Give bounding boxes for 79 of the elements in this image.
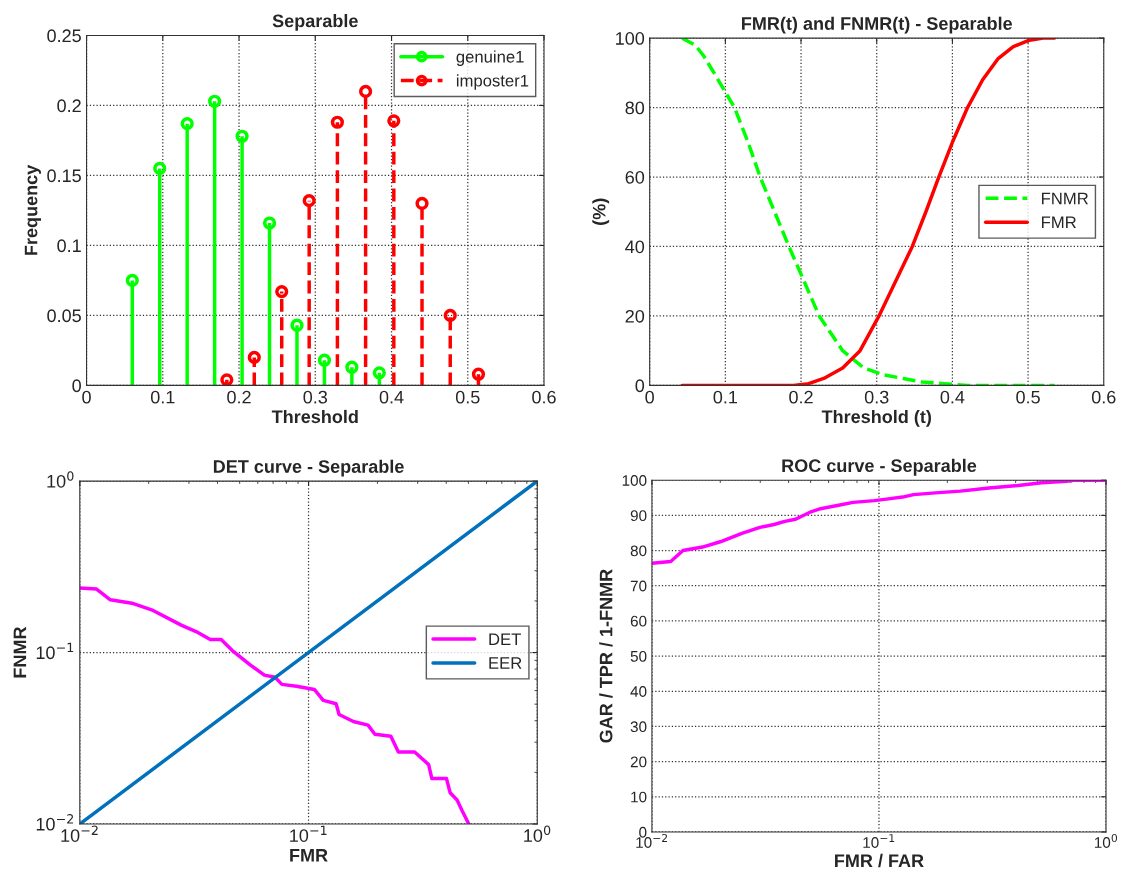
- y-tick-label: 60: [630, 615, 647, 627]
- y-tick-label: 0: [72, 379, 81, 393]
- chart-title: FMR(t) and FNMR(t) - Separable: [742, 16, 1013, 34]
- point: [302, 194, 316, 208]
- point: [471, 367, 486, 381]
- x-tick-label: 0.6: [1091, 390, 1116, 404]
- y-tick-label: 0: [635, 379, 645, 393]
- y-tick-label: 20: [630, 756, 647, 768]
- y-tick-label: 0.2: [57, 99, 81, 113]
- legend-label: FMR: [1042, 216, 1076, 228]
- point: [443, 308, 457, 323]
- y-tick-label: 80: [630, 545, 647, 557]
- y-tick-label: 50: [630, 650, 647, 662]
- point: [275, 285, 289, 299]
- y-tick-label: 10$^{−1}$: [36, 642, 74, 660]
- y-axis-title: FNMR: [13, 626, 27, 678]
- x-tick-label: 0: [82, 390, 91, 404]
- y-tick-label: 40: [625, 240, 645, 254]
- x-tick-label: 10$^{−1}$: [290, 825, 327, 842]
- x-tick-label: 0.4: [379, 390, 404, 404]
- y-tick-label: 100: [616, 32, 645, 45]
- chart-title: DET curve - Separable: [213, 459, 404, 477]
- y-tick-label: 10: [631, 791, 647, 803]
- y-tick-label: 30: [630, 721, 647, 733]
- y-tick-label: 0.15: [47, 169, 81, 183]
- point: [345, 360, 359, 374]
- y-tick-label: 80: [625, 101, 645, 115]
- y-tick-label: 40: [630, 686, 647, 697]
- x-tick-label: 0.3: [864, 390, 889, 404]
- point: [180, 117, 194, 131]
- chart-title: Separable: [272, 14, 358, 31]
- point: [330, 115, 344, 129]
- x-axis-title: FMR: [290, 849, 328, 862]
- y-tick-label: 10$^{0}$: [47, 471, 74, 488]
- x-axis-title: Threshold: [271, 409, 358, 424]
- y-axis-title: GAR / TPR / 1-FNMR: [599, 569, 613, 743]
- y-tick-label: 0.05: [47, 309, 81, 323]
- point: [125, 273, 139, 288]
- point: [387, 114, 401, 128]
- x-tick-label: 10$^{0}$: [524, 825, 551, 842]
- point: [317, 353, 332, 367]
- point: [220, 373, 234, 386]
- x-tick-label: 0.6: [532, 390, 556, 404]
- point: [415, 196, 429, 211]
- x-tick-label: 10$^{−1}$: [863, 834, 895, 848]
- point: [359, 84, 373, 99]
- x-tick-label: 0.1: [150, 390, 175, 404]
- legend-label: imposter1: [456, 74, 529, 90]
- x-axis-title: Threshold (t): [821, 409, 931, 427]
- x-tick-label: 0.4: [940, 390, 965, 404]
- point: [247, 350, 261, 365]
- legend-label: EER: [489, 657, 522, 669]
- y-axis-title: (%): [592, 198, 610, 225]
- x-axis-title: FMR / FAR: [835, 853, 924, 868]
- legend-label: genuine1: [456, 50, 524, 66]
- x-tick-label: 0.5: [1016, 390, 1040, 404]
- point: [235, 129, 249, 143]
- x-tick-label: 0.1: [713, 390, 738, 404]
- y-tick-label: 100: [622, 475, 647, 486]
- point: [262, 216, 277, 230]
- point: [372, 366, 386, 380]
- x-tick-label: 0.2: [789, 390, 813, 404]
- x-tick-label: 0.2: [227, 390, 251, 404]
- y-tick-label: 20: [625, 309, 645, 323]
- y-tick-label: 70: [630, 580, 647, 592]
- legend-label: FNMR: [1042, 192, 1088, 205]
- legend-label: DET: [489, 633, 521, 645]
- x-tick-label: 0.5: [455, 390, 480, 404]
- x-tick-label: 10$^{0}$: [1094, 833, 1118, 848]
- y-tick-label: 0.1: [57, 239, 81, 253]
- x-tick-label: 0.3: [303, 390, 328, 404]
- point: [208, 94, 222, 108]
- y-axis-title: Frequency: [24, 164, 41, 255]
- y-tick-label: 60: [625, 170, 645, 184]
- y-tick-label: 0.25: [47, 29, 81, 43]
- point: [153, 161, 167, 176]
- chart-title: ROC curve - Separable: [782, 458, 977, 476]
- y-tick-label: 90: [630, 510, 647, 522]
- point: [290, 318, 304, 332]
